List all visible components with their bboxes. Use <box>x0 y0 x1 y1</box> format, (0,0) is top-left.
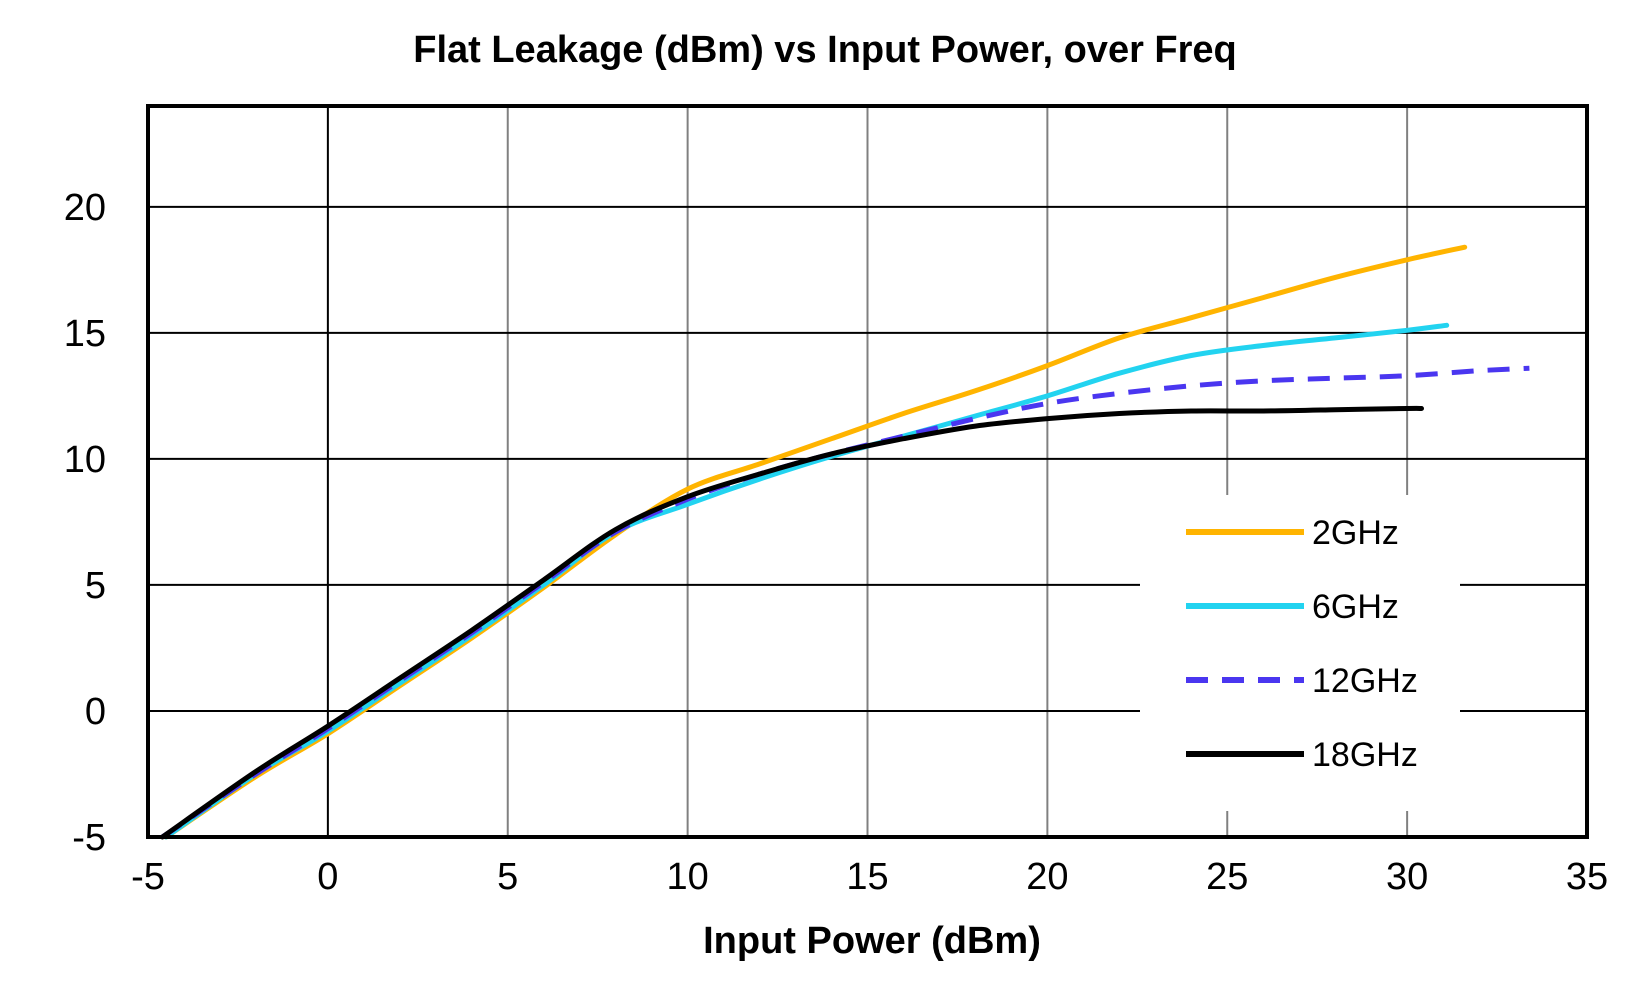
y-tick-label: 0 <box>85 691 106 733</box>
series-line-18ghz <box>159 405 1424 840</box>
x-tick-label: 5 <box>497 856 518 898</box>
y-tick-label: 5 <box>85 565 106 607</box>
chart-title: Flat Leakage (dBm) vs Input Power, over … <box>413 29 1237 71</box>
x-tick-label: 10 <box>666 856 708 898</box>
x-tick-label: 0 <box>317 856 338 898</box>
legend-background <box>1140 495 1460 811</box>
x-tick-label: 35 <box>1566 856 1608 898</box>
x-tick-label: 25 <box>1206 856 1248 898</box>
legend: 2GHz 6GHz 12GHz 18GHz <box>1140 495 1460 811</box>
plot-frame <box>146 104 1589 839</box>
x-tick-labels: -5 0 5 10 15 20 25 30 35 <box>131 856 1608 898</box>
y-tick-label: 20 <box>64 187 106 229</box>
x-tick-label: 20 <box>1026 856 1068 898</box>
y-tick-label: 15 <box>64 313 106 355</box>
series-layer <box>159 244 1530 840</box>
legend-label: 18GHz <box>1312 736 1418 774</box>
legend-label: 2GHz <box>1312 514 1399 552</box>
y-tick-label: 10 <box>64 439 106 481</box>
series-line-12ghz <box>161 365 1530 840</box>
legend-label: 6GHz <box>1312 588 1399 626</box>
y-tick-label: -5 <box>72 817 106 859</box>
y-tick-labels: -5 0 5 10 15 20 <box>64 187 106 859</box>
x-axis-label: Input Power (dBm) <box>703 920 1041 962</box>
legend-label: 12GHz <box>1312 662 1418 700</box>
x-tick-label: 30 <box>1386 856 1428 898</box>
x-tick-label: -5 <box>131 856 165 898</box>
x-tick-label: 15 <box>846 856 888 898</box>
